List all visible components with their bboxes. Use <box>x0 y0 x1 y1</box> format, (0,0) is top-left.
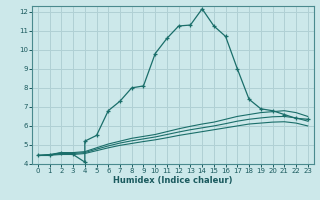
X-axis label: Humidex (Indice chaleur): Humidex (Indice chaleur) <box>113 176 233 185</box>
